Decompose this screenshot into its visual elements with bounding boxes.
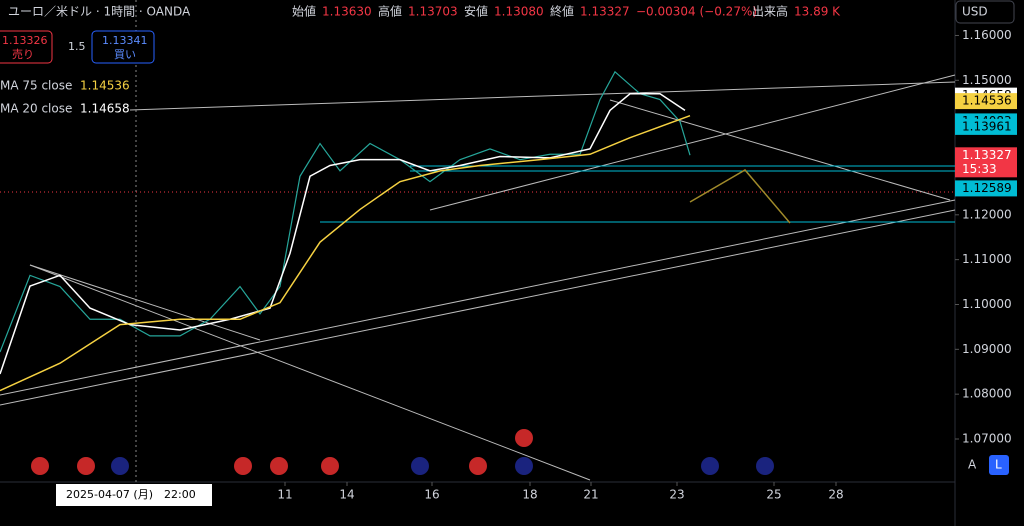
legend-name: MA 20 close (0, 102, 72, 116)
trendlines (0, 74, 956, 481)
y-tick-label: 1.08000 (962, 387, 1012, 401)
price-badge (955, 180, 1017, 197)
volume-value: 13.89 K (794, 5, 841, 19)
sell-button[interactable] (0, 30, 53, 64)
volume-label: 出来高 (752, 4, 788, 19)
log-label[interactable]: L (995, 458, 1002, 472)
buy-label[interactable]: 買い (114, 48, 136, 61)
y-tick-label: 1.15000 (962, 73, 1012, 87)
sell-label[interactable]: 売り (12, 48, 34, 61)
y-tick-label: 1.09000 (962, 342, 1012, 356)
low-value: 1.13080 (494, 5, 544, 19)
low-label: 安値 (464, 4, 488, 19)
x-tick-label: 14 (339, 488, 354, 502)
price-badge (955, 118, 1017, 135)
price-badge-label: 1.12589 (962, 181, 1012, 195)
series-line (0, 70, 691, 353)
x-tick-label: 21 (583, 488, 598, 502)
y-tick-label: 1.12000 (962, 207, 1012, 221)
legend-value: 1.14658 (80, 102, 130, 116)
high-label: 高値 (378, 4, 402, 19)
series-line (0, 93, 686, 375)
x-tick-label: 16 (424, 488, 439, 502)
open-value: 1.13630 (322, 5, 372, 19)
close-label: 終値 (550, 4, 574, 19)
price-badge (955, 147, 1017, 178)
auto-label[interactable]: A (968, 458, 977, 472)
event-icons (31, 429, 774, 475)
x-tick-label: 23 (669, 488, 684, 502)
crosshair-label: 2025-04-07 (月) 22:00 (66, 488, 196, 501)
spread: 1.5 (68, 40, 86, 53)
open-label: 始値 (292, 4, 316, 19)
price-badge-label: 1.13961 (962, 119, 1012, 133)
high-value: 1.13703 (408, 5, 458, 19)
buy-button[interactable] (91, 30, 155, 64)
legend-value: 1.14536 (80, 79, 130, 93)
sell-price[interactable]: 1.13326 (2, 34, 48, 47)
y-tick-label: 1.07000 (962, 432, 1012, 446)
currency-button[interactable] (955, 0, 1015, 24)
x-tick-label: 25 (766, 488, 781, 502)
countdown: 15:33 (962, 162, 997, 176)
change: −0.00304 (−0.27%) (636, 5, 757, 19)
horizontal-lines (320, 165, 955, 223)
crosshair-label-box (56, 484, 212, 506)
price-badge-label: 1.13327 (962, 148, 1012, 162)
buy-price[interactable]: 1.13341 (102, 34, 148, 47)
x-tick-label: 28 (828, 488, 843, 502)
close-value: 1.13327 (580, 5, 630, 19)
symbol[interactable]: ユーロ／米ドル · 1時間 · OANDA (8, 5, 191, 19)
price-badge (955, 93, 1017, 110)
price-badge-label: 1.14536 (962, 94, 1012, 108)
legend-name: MA 75 close (0, 79, 72, 93)
projection-arrow (689, 169, 791, 224)
x-tick-label: 11 (277, 488, 292, 502)
currency[interactable]: USD (962, 5, 988, 19)
auto-button[interactable] (963, 455, 983, 475)
log-button[interactable] (989, 455, 1009, 475)
x-tick-label: 18 (522, 488, 537, 502)
y-tick-label: 1.10000 (962, 297, 1012, 311)
y-tick-label: 1.11000 (962, 252, 1012, 266)
y-tick-label: 1.16000 (962, 28, 1012, 42)
series-line (0, 115, 691, 392)
